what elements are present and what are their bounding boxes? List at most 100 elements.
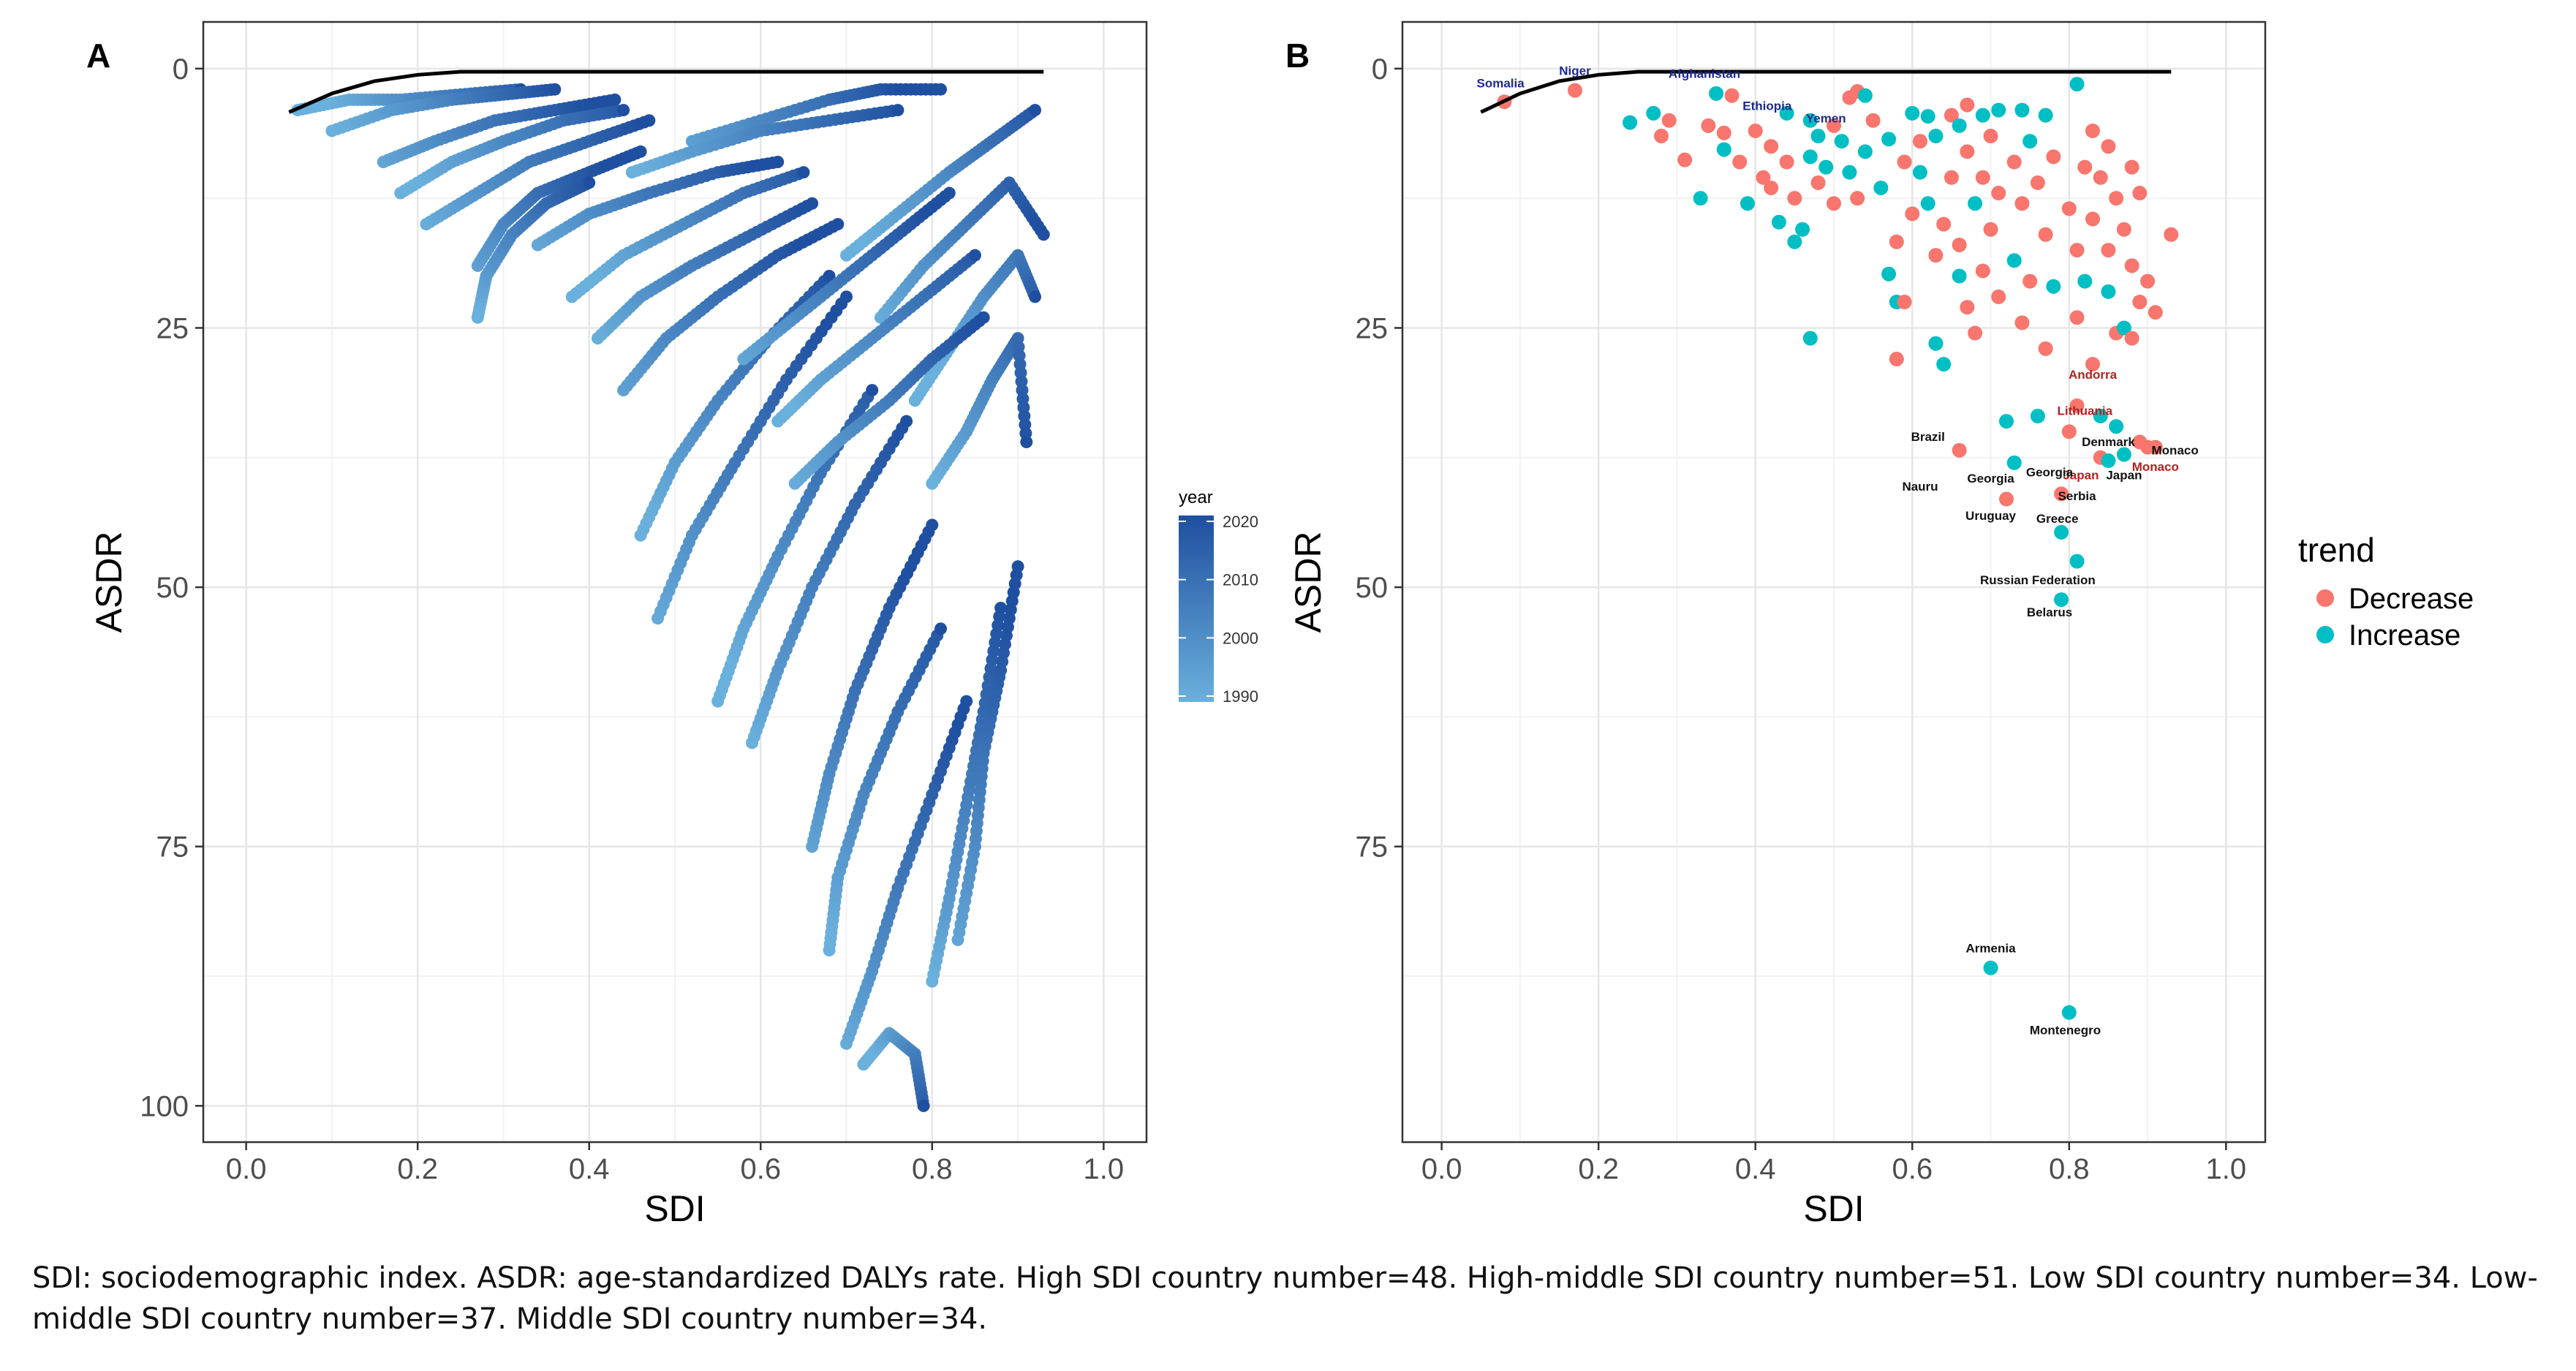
data-point-decrease [2038,341,2053,356]
country-label: Japan [2106,469,2142,483]
data-point-decrease [2085,357,2100,372]
data-point-decrease [1928,248,1944,263]
data-point [1029,104,1042,117]
data-point-increase [1771,214,1786,230]
data-point-decrease [2132,295,2148,309]
country-label: Nauru [1902,480,1938,494]
y-tick-label: 0 [173,53,189,86]
x-tick-label: 0.8 [912,1153,953,1185]
plot-border [1401,20,2267,1144]
data-point-increase [2022,134,2038,149]
data-point-decrease [1936,216,1952,232]
data-point-decrease [1968,325,1983,341]
y-tick-label: 100 [140,1090,189,1122]
data-point-decrease [1865,113,1881,128]
country-label: Uruguay [1965,509,2017,523]
country-label: Greece [2036,512,2079,526]
data-point-increase [1779,105,1794,121]
country-label: Lithuania [2057,404,2112,418]
country-label: Andorra [2069,368,2118,382]
country-label: Serbia [2058,489,2097,503]
country-label: Japan [2063,469,2099,483]
data-point-decrease [2148,439,2163,455]
data-point-decrease [2077,159,2093,175]
data-point-decrease [1724,88,1740,103]
data-point-decrease [1913,134,1927,149]
data-point-decrease [1897,154,1912,170]
data-point-decrease [2069,310,2085,325]
data-point [583,176,596,189]
data-point-increase [1975,107,1990,123]
data-point-increase [1928,336,1944,351]
data-point-decrease [1764,180,1779,195]
data-point [634,145,647,158]
data-point-decrease [1983,222,1998,237]
y-axis-title: ASDR [1288,532,1329,633]
data-point-increase [1646,105,1661,121]
data-point-increase [1818,159,1834,175]
data-point-increase [1857,144,1873,159]
data-point-decrease [1827,196,1841,211]
data-point-increase [2038,107,2053,123]
data-point-decrease [1975,170,1990,185]
frontier-line [1480,69,2172,114]
data-point-decrease [1810,175,1826,190]
data-point-decrease [2164,227,2179,242]
data-point-decrease [2030,175,2045,190]
data-point-increase [1709,86,1724,101]
data-point-decrease [1960,300,1975,315]
country-label: Monaco [2132,460,2179,474]
data-point-decrease [1960,97,1975,113]
data-point-decrease [2124,258,2139,273]
y-axis-title: ASDR [88,532,129,633]
panel-label: B [1285,37,1310,75]
data-point [1029,290,1042,303]
data-point-increase [2014,102,2030,118]
data-point-decrease [1661,113,1677,128]
data-point [840,290,853,303]
x-tick-label: 0.4 [1735,1153,1776,1185]
data-point-increase [1913,165,1927,180]
data-point-decrease [1999,491,2014,507]
country-label: Afghanistan [1669,67,1740,81]
data-point-decrease [2069,398,2085,413]
data-point-increase [1873,180,1889,195]
data-point [1011,560,1024,573]
y-tick-label: 50 [1356,572,1389,604]
data-point-decrease [2006,154,2022,170]
data-point-increase [1928,129,1944,144]
data-point-increase [1787,234,1802,249]
legend-title: year [1179,488,1213,507]
data-point-increase [1920,109,1935,124]
country-label: Brazil [1911,430,1945,444]
data-point-decrease [2093,170,2108,185]
data-point-decrease [1701,118,1716,133]
data-point-decrease [1944,107,1959,123]
y-tick-label: 0 [1372,53,1388,86]
country-label: Montenegro [2030,1023,2101,1037]
legend-label: Increase [2349,619,2460,651]
x-tick-label: 0.2 [1578,1153,1619,1185]
data-point [771,156,785,168]
data-point [934,622,948,635]
data-point-increase [1936,357,1952,372]
legend-key-increase [2316,626,2334,643]
data-point-increase [2069,554,2085,569]
data-point [926,518,939,532]
data-point-increase [1920,196,1935,211]
data-point [900,415,913,428]
data-point-decrease [1905,206,1920,222]
data-point-decrease [1897,295,1912,309]
data-point-increase [1991,102,2006,118]
country-label: Somalia [1476,76,1525,90]
data-point [943,186,956,200]
data-point-increase [1834,134,1849,149]
x-axis-title: SDI [644,1188,705,1229]
data-point-increase [1716,142,1731,157]
data-point-decrease [2085,123,2100,138]
data-point-decrease [1944,170,1959,185]
data-point-decrease [2069,243,2085,258]
data-point-increase [1795,222,1810,237]
data-point-decrease [1960,144,1975,159]
data-point-decrease [1568,83,1582,98]
